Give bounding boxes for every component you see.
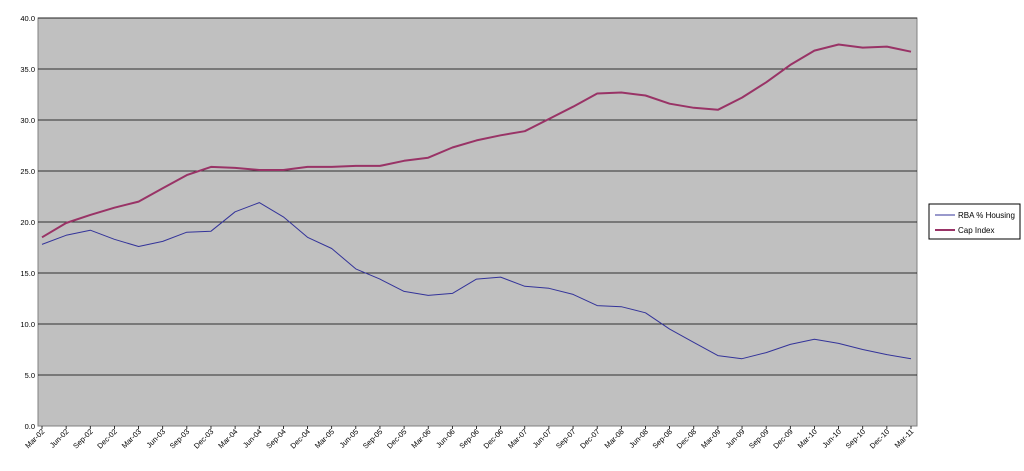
y-tick-label: 40.0 — [20, 14, 35, 23]
x-tick-label: Mar-08 — [603, 427, 626, 450]
x-tick-label: Jun-02 — [48, 427, 71, 450]
x-tick-label: Dec-09 — [771, 427, 794, 450]
y-tick-label: 20.0 — [20, 218, 35, 227]
x-tick-label: Dec-03 — [192, 427, 215, 450]
x-tick-label: Jun-07 — [531, 427, 554, 450]
x-tick-label: Jun-05 — [338, 427, 361, 450]
legend: RBA % Housing Cap Index — [928, 203, 1021, 240]
x-tick-label: Sep-02 — [71, 427, 94, 450]
x-tick-label: Sep-03 — [168, 427, 191, 450]
y-tick-label: 10.0 — [20, 320, 35, 329]
x-tick-label: Mar-11 — [893, 427, 916, 450]
series-line-rba-housing — [41, 202, 912, 360]
x-tick-label: Sep-10 — [844, 427, 867, 450]
series-line-cap-index — [41, 43, 912, 239]
legend-box — [928, 203, 1021, 240]
x-tick-label: Dec-02 — [95, 427, 118, 450]
x-tick-label: Sep-08 — [651, 427, 674, 450]
x-tick-label: Sep-04 — [264, 427, 287, 450]
x-tick-label: Mar-06 — [409, 427, 432, 450]
x-tick-label: Dec-06 — [482, 427, 505, 450]
y-tick-label: 15.0 — [20, 269, 35, 278]
x-tick-label: Sep-09 — [747, 427, 770, 450]
x-tick-label: Jun-06 — [434, 427, 457, 450]
x-tick-label: Dec-07 — [578, 427, 601, 450]
x-tick-label: Mar-07 — [506, 427, 529, 450]
x-tick-label: Mar-10 — [796, 427, 819, 450]
x-tick-label: Mar-09 — [699, 427, 722, 450]
x-tick-label: Jun-09 — [724, 427, 747, 450]
y-axis-ticks: 0.0 5.0 10.0 15.0 20.0 25.0 30.0 35.0 40.0 — [20, 14, 35, 431]
x-tick-label: Mar-04 — [216, 427, 239, 450]
x-tick-label: Sep-06 — [457, 427, 480, 450]
y-tick-label: 5.0 — [25, 371, 35, 380]
x-tick-label: Mar-03 — [120, 427, 143, 450]
x-tick-label: Jun-03 — [145, 427, 168, 450]
x-tick-label: Dec-08 — [675, 427, 698, 450]
x-tick-label: Jun-10 — [820, 427, 843, 450]
x-axis-ticks: Mar-02 Jun-02 Sep-02 Dec-02 Mar-03 Jun-03 Sep-… — [23, 426, 915, 451]
y-tick-label: 0.0 — [25, 422, 35, 431]
x-tick-label: Jun-04 — [241, 427, 264, 450]
x-tick-label: Sep-05 — [361, 427, 384, 450]
series-lines — [41, 43, 912, 360]
x-tick-label: Jun-08 — [627, 427, 650, 450]
x-tick-label: Dec-04 — [288, 427, 311, 450]
legend-label-cap-index: Cap Index — [958, 226, 994, 235]
y-tick-label: 30.0 — [20, 116, 35, 125]
x-tick-label: Mar-05 — [313, 427, 336, 450]
legend-label-rba-housing: RBA % Housing — [958, 211, 1015, 220]
y-tick-label: 35.0 — [20, 65, 35, 74]
x-tick-label: Sep-07 — [554, 427, 577, 450]
x-tick-label: Dec-10 — [868, 427, 891, 450]
y-tick-label: 25.0 — [20, 167, 35, 176]
x-tick-label: Dec-05 — [385, 427, 408, 450]
gridlines — [38, 17, 917, 376]
